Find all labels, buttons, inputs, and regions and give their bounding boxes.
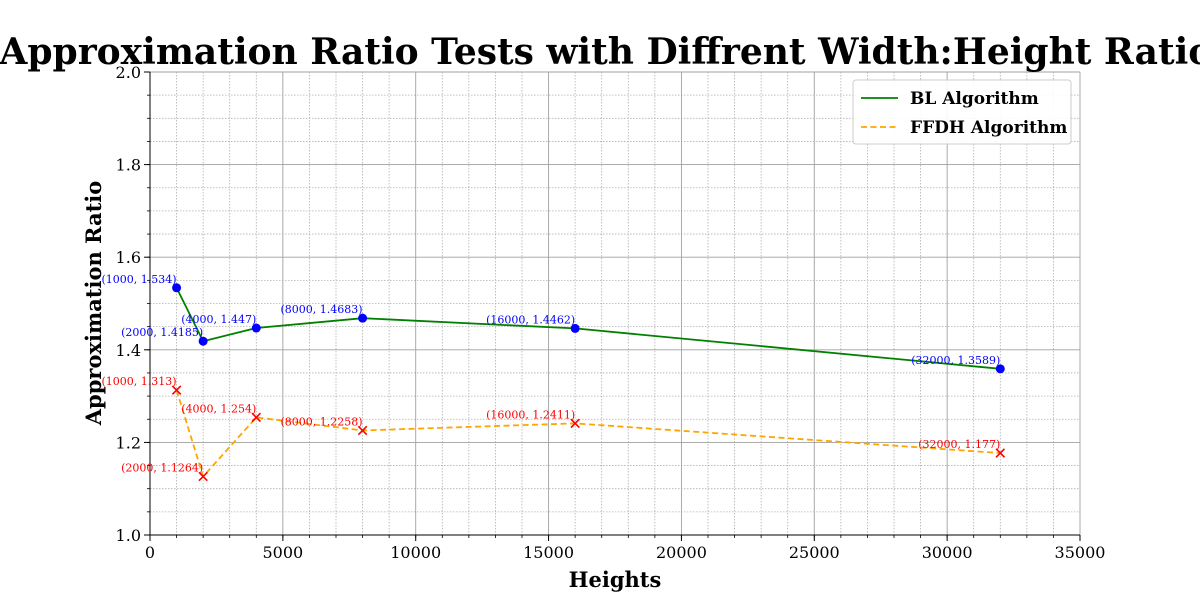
bl-point-label: (32000, 1.3589) [911, 354, 1000, 367]
y-axis-title: Approximation Ratio [81, 181, 106, 427]
ffdh-point-label: (32000, 1.177) [918, 438, 1000, 451]
x-tick-label: 0 [145, 543, 155, 562]
legend: BL Algorithm FFDH Algorithm [852, 79, 1072, 145]
ffdh-point-marker [171, 385, 182, 395]
series-layer [171, 283, 1006, 482]
legend-label-bl: BL Algorithm [910, 89, 1039, 109]
bl-point-marker [172, 283, 182, 293]
y-tick-label: 1.4 [116, 341, 141, 360]
grid-layer [149, 71, 1081, 536]
bl-point-marker [251, 323, 261, 333]
ffdh-point-label: (1000, 1.313) [102, 375, 177, 388]
ffdh-point-marker [198, 471, 208, 482]
point-labels-layer: (1000, 1.534) (2000, 1.4185)(4000, 1.447)… [102, 273, 1001, 475]
y-tick-label: 1.6 [116, 248, 141, 267]
chart-title: Approximation Ratio Tests with Diffrent … [0, 31, 1200, 73]
ffdh-point-label: (2000, 1.1264) [121, 461, 203, 474]
x-axis-title: Heights [569, 567, 662, 592]
axes-layer: 0 5000 10000 15000 20000 25000 30000 35000 1.0 1.… [116, 63, 1106, 562]
y-tick-label: 2.0 [116, 63, 141, 82]
bl-point-marker [198, 336, 208, 346]
bl-point-label: (1000, 1.534) [102, 273, 177, 286]
ffdh-point-marker [251, 412, 262, 423]
x-tick-label: 30000 [922, 543, 973, 562]
bl-point-marker [358, 313, 368, 323]
x-tick-label: 25000 [789, 543, 840, 562]
bl-point-label: (8000, 1.4683) [281, 303, 363, 316]
bl-point-label: (4000, 1.447) [181, 313, 256, 326]
ffdh-point-label: (16000, 1.2411) [486, 408, 575, 421]
series-line-bl [175, 287, 1001, 370]
y-tick-label: 1.0 [116, 526, 141, 545]
y-tick-label: 1.2 [116, 433, 141, 452]
ffdh-point-marker [570, 418, 580, 429]
bl-point-marker [995, 364, 1005, 374]
ffdh-point-label: (4000, 1.254) [181, 402, 256, 415]
x-tick-label: 10000 [390, 543, 441, 562]
legend-label-ffdh: FFDH Algorithm [910, 118, 1067, 138]
bl-point-marker [570, 323, 580, 333]
x-tick-label: 5000 [262, 543, 303, 562]
series-line-ffdh [175, 389, 1001, 479]
y-tick-label: 1.8 [116, 156, 141, 175]
bl-point-label: (2000, 1.4185) [121, 326, 203, 339]
bl-point-label: (16000, 1.4462) [486, 313, 575, 326]
ffdh-point-marker [357, 425, 368, 436]
x-tick-label: 35000 [1055, 543, 1106, 562]
x-tick-label: 20000 [656, 543, 707, 562]
ffdh-point-label: (8000, 1.2258) [281, 415, 363, 428]
ffdh-point-marker [995, 448, 1006, 458]
legend-box [852, 79, 1072, 145]
x-tick-label: 15000 [523, 543, 574, 562]
